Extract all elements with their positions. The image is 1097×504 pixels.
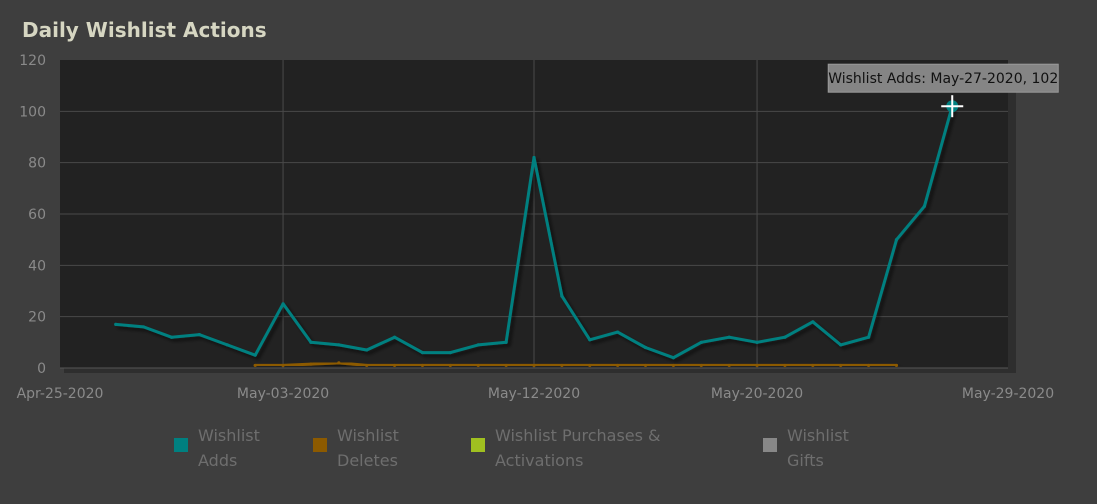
legend-item-wishlist-gifts[interactable]: Wishlist Gifts <box>763 423 849 473</box>
data-point-wishlist-adds <box>839 343 843 347</box>
data-point-wishlist-deletes <box>839 363 843 368</box>
legend-swatch <box>174 438 188 452</box>
legend: Wishlist Adds Wishlist Deletes Wishlist Pu… <box>0 423 1097 483</box>
y-tick-label: 100 <box>19 104 46 120</box>
data-point-wishlist-deletes <box>281 363 285 368</box>
data-point-wishlist-adds <box>448 351 452 355</box>
data-point-wishlist-adds <box>309 340 313 344</box>
y-tick-label: 80 <box>28 156 46 172</box>
tooltip-text: Wishlist Adds: May-27-2020, 102 <box>828 71 1058 87</box>
data-point-wishlist-adds <box>114 322 118 326</box>
y-tick-label: 40 <box>28 258 46 274</box>
series-group <box>114 104 954 368</box>
legend-label: Wishlist Gifts <box>787 426 849 470</box>
data-point-wishlist-adds <box>532 155 536 160</box>
data-point-wishlist-adds <box>811 320 815 324</box>
data-point-wishlist-adds <box>755 340 759 344</box>
tooltip-box <box>827 63 1059 93</box>
x-tick-label: May-29-2020 <box>962 386 1054 402</box>
data-point-wishlist-deletes <box>476 363 480 368</box>
y-axis: 0 20 40 60 80 100 120 <box>19 53 46 377</box>
data-point-wishlist-deletes <box>392 363 397 368</box>
data-point-wishlist-adds <box>504 340 508 344</box>
data-point-wishlist-adds <box>643 345 648 350</box>
data-point-wishlist-adds <box>699 340 703 344</box>
data-point-wishlist-adds <box>253 353 257 357</box>
data-point-wishlist-deletes <box>727 363 731 368</box>
data-point-wishlist-adds <box>671 356 676 360</box>
data-point-wishlist-deletes <box>671 363 676 368</box>
legend-label: Wishlist Deletes <box>337 426 399 470</box>
legend-item-wishlist-deletes[interactable]: Wishlist Deletes <box>313 423 399 473</box>
data-point-wishlist-adds <box>616 330 620 334</box>
data-point-wishlist-deletes <box>894 363 899 368</box>
data-point-wishlist-adds <box>281 302 285 306</box>
legend-label: Wishlist Adds <box>198 426 260 470</box>
data-point-wishlist-deletes <box>866 363 871 368</box>
data-point-wishlist-deletes <box>616 363 620 368</box>
data-point-wishlist-adds <box>169 335 174 339</box>
data-point-wishlist-deletes <box>253 363 257 368</box>
x-tick-label: Apr-25-2020 <box>17 386 104 402</box>
data-point-wishlist-adds <box>365 348 369 352</box>
data-point-wishlist-deletes <box>448 363 452 368</box>
data-point-wishlist-adds <box>337 343 341 347</box>
data-point-wishlist-adds <box>476 343 480 347</box>
data-point-wishlist-deletes <box>560 363 564 368</box>
legend-label: Wishlist Purchases & Activations <box>495 426 661 470</box>
data-point-wishlist-adds <box>783 335 787 339</box>
data-point-wishlist-deletes <box>643 363 648 368</box>
legend-item-wishlist-adds[interactable]: Wishlist Adds <box>174 423 260 473</box>
data-point-wishlist-deletes <box>309 362 313 366</box>
y-tick-label: 20 <box>28 310 46 326</box>
data-point-wishlist-adds <box>727 335 731 339</box>
x-tick-label: May-12-2020 <box>488 386 580 402</box>
data-point-wishlist-deletes <box>504 363 508 368</box>
data-point-wishlist-adds <box>560 294 564 298</box>
legend-swatch <box>313 438 327 452</box>
data-point-wishlist-adds <box>420 351 425 355</box>
data-point-wishlist-adds <box>588 338 592 342</box>
tooltip: Wishlist Adds: May-27-2020, 102 <box>827 63 1059 118</box>
data-point-wishlist-deletes <box>811 363 815 368</box>
x-tick-label: May-20-2020 <box>711 386 803 402</box>
data-point-wishlist-deletes <box>783 363 787 368</box>
legend-item-wishlist-purchases[interactable]: Wishlist Purchases & Activations <box>471 423 661 473</box>
x-axis: Apr-25-2020 May-03-2020 May-12-2020 May-20-… <box>17 367 1054 402</box>
legend-swatch <box>471 438 485 452</box>
data-point-wishlist-adds <box>225 343 229 347</box>
y-tick-label: 60 <box>28 207 46 223</box>
data-point-wishlist-adds <box>866 335 871 339</box>
x-tick-label: May-03-2020 <box>237 386 329 402</box>
data-point-wishlist-deletes <box>588 363 592 368</box>
data-point-wishlist-deletes <box>420 363 425 368</box>
legend-swatch <box>763 438 777 452</box>
data-point-wishlist-adds <box>392 335 397 339</box>
line-chart[interactable]: 0 20 40 60 80 100 120 Apr-25-2020 May-03-2020 Ma… <box>0 0 1097 420</box>
chart-title: Daily Wishlist Actions <box>22 18 267 42</box>
data-point-wishlist-deletes <box>365 363 369 368</box>
series-line-wishlist-deletes <box>253 361 898 367</box>
data-point-wishlist-deletes <box>337 361 341 365</box>
y-tick-label: 120 <box>19 53 46 69</box>
data-point-wishlist-adds <box>197 333 202 337</box>
data-point-wishlist-adds <box>922 204 926 208</box>
data-point-wishlist-adds <box>894 238 899 242</box>
data-point-wishlist-deletes <box>532 363 536 368</box>
data-point-wishlist-deletes <box>755 363 759 368</box>
data-point-wishlist-adds <box>142 325 146 329</box>
y-tick-label: 0 <box>37 361 46 377</box>
data-point-wishlist-deletes <box>699 363 703 368</box>
